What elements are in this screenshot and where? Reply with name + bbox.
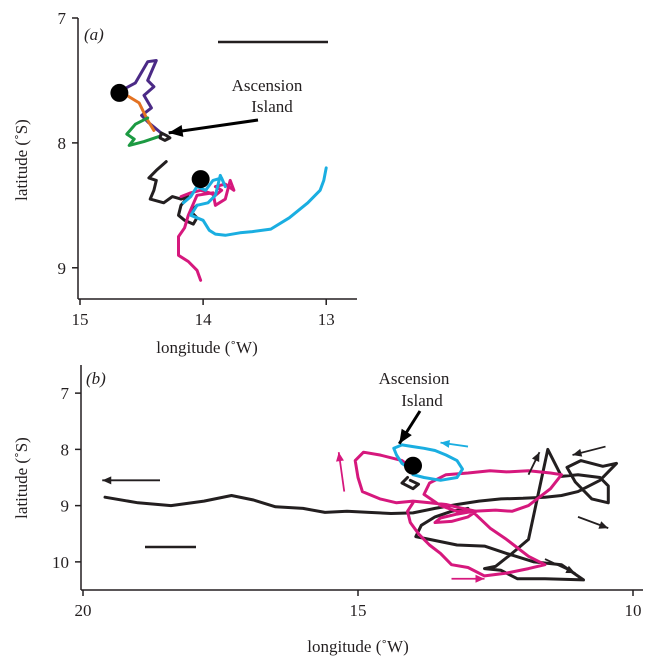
panel-a-track-7 xyxy=(181,166,328,237)
panel-a-track-2 xyxy=(125,93,156,132)
panel-b-direction-arrow-1 xyxy=(102,476,160,485)
panel-b-track-2 xyxy=(353,450,563,578)
panel-b-y-axis-label: latitude (˚S) xyxy=(12,437,31,519)
panel-a: (a) longitude (˚W) latitude (˚S) 15 14 13 7… xyxy=(12,9,357,357)
panel-a-annotation: Ascension Island xyxy=(168,76,303,137)
panel-a-y-tick-label: 9 xyxy=(58,259,67,278)
panel-b-track-1 xyxy=(103,447,618,582)
panel-a-ticks: 15 14 13 7 8 9 xyxy=(58,9,335,329)
panel-b-ticks: 20 15 10 7 8 9 10 xyxy=(52,384,642,620)
panel-a-track-1 xyxy=(115,59,164,136)
panel-a-x-tick-label: 14 xyxy=(195,310,213,329)
panel-a-plot xyxy=(110,59,328,282)
panel-b-direction-arrow-4 xyxy=(451,574,485,583)
panel-a-track-3 xyxy=(125,116,161,147)
panel-b-direction-arrow-5 xyxy=(527,451,541,476)
panel-b-x-tick-label: 20 xyxy=(75,601,92,620)
panel-a-y-tick-label: 8 xyxy=(58,134,67,153)
panel-a-track-4 xyxy=(158,131,172,142)
panel-b: (b) longitude (˚W) latitude (˚S) 20 15 10 7… xyxy=(12,365,643,656)
panel-b-plot xyxy=(102,439,618,583)
panel-b-direction-arrow-2 xyxy=(440,439,469,448)
panel-a-start-a-lower-marker xyxy=(191,170,210,189)
panel-a-x-tick-label: 13 xyxy=(318,310,335,329)
panel-a-annotation-line-1: Ascension xyxy=(232,76,303,95)
panel-b-start-b-marker xyxy=(404,456,422,475)
panel-a-annotation-line-2: Island xyxy=(251,97,293,116)
panel-b-x-axis-label: longitude (˚W) xyxy=(307,637,409,656)
panel-b-direction-arrow-8 xyxy=(544,558,576,574)
panel-b-annotation-line-1: Ascension xyxy=(379,369,450,388)
panel-b-x-tick-label: 15 xyxy=(350,601,367,620)
panel-b-track-3 xyxy=(392,443,464,482)
panel-b-y-tick-label: 7 xyxy=(61,384,70,403)
panel-a-y-axis-label: latitude (˚S) xyxy=(12,119,31,201)
panel-b-y-tick-label: 9 xyxy=(61,497,70,516)
panel-b-y-tick-label: 8 xyxy=(61,440,70,459)
panel-a-annotation-arrow xyxy=(168,118,259,137)
panel-a-y-tick-label: 7 xyxy=(58,9,67,28)
panel-b-track-4 xyxy=(400,476,420,491)
panel-a-label: (a) xyxy=(84,25,104,44)
panel-a-x-tick-label: 15 xyxy=(72,310,89,329)
panel-a-track-5 xyxy=(147,160,199,226)
panel-b-label: (b) xyxy=(86,369,106,388)
panel-b-y-tick-label: 10 xyxy=(52,553,69,572)
panel-b-direction-arrow-6 xyxy=(572,445,606,457)
panel-a-track-6 xyxy=(177,178,236,282)
panel-a-start-a-upper-marker xyxy=(110,83,129,102)
panel-b-annotation: Ascension Island xyxy=(379,369,450,445)
panel-b-direction-arrow-3 xyxy=(336,452,346,492)
panel-b-x-tick-label: 10 xyxy=(625,601,642,620)
panel-b-direction-arrow-7 xyxy=(577,516,609,529)
panel-b-annotation-line-2: Island xyxy=(401,391,443,410)
panel-b-annotation-arrow xyxy=(397,410,422,445)
panel-a-x-axis-label: longitude (˚W) xyxy=(156,338,258,357)
